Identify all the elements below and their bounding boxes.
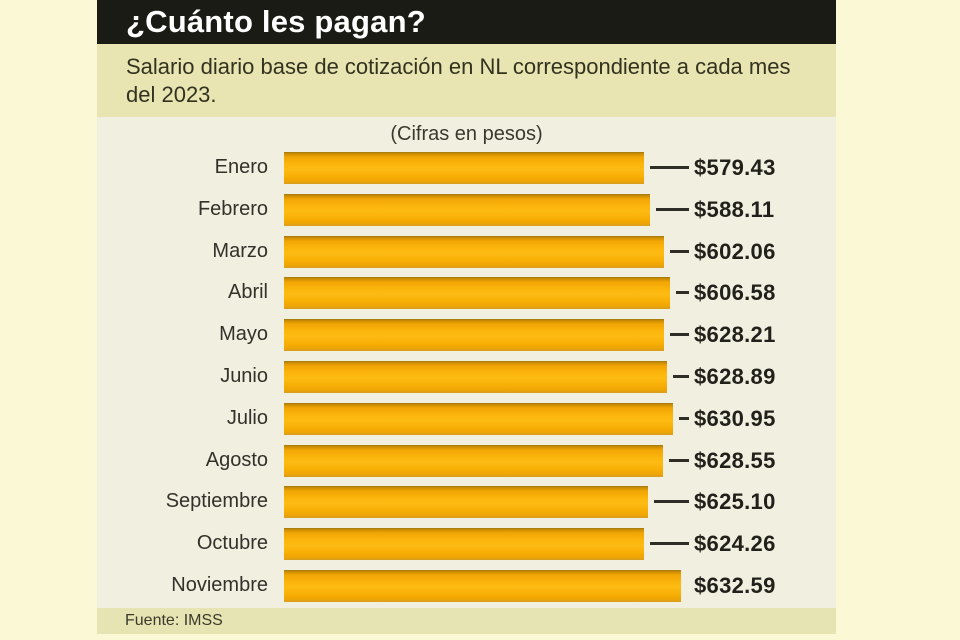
bar <box>284 277 670 310</box>
value-label: $628.89 <box>694 363 776 389</box>
bar <box>284 193 650 226</box>
month-label: Octubre <box>196 532 268 555</box>
source-label: Fuente: IMSS <box>125 612 223 629</box>
connector-line <box>654 500 689 504</box>
month-label: Agosto <box>205 448 268 471</box>
month-label: Septiembre <box>165 490 268 513</box>
connector-line <box>676 291 689 295</box>
bar <box>284 444 663 477</box>
value-label: $602.06 <box>694 238 776 264</box>
connector-line <box>679 416 689 420</box>
chart-row: Agosto $628.55 <box>97 440 836 482</box>
value-label: $606.58 <box>694 280 776 306</box>
bar <box>284 360 667 393</box>
connector-line <box>670 249 689 253</box>
connector-line <box>673 374 689 378</box>
chart-row: Mayo $628.21 <box>97 314 836 356</box>
value-label: $588.11 <box>694 196 775 222</box>
connector-line <box>650 542 689 546</box>
bar <box>284 319 664 352</box>
chart-row: Septiembre $625.10 <box>97 481 836 523</box>
bar <box>284 152 644 184</box>
bar-chart: (Cifras en pesos) Enero $579.43 Febrero … <box>97 117 836 608</box>
connector-line <box>670 333 689 337</box>
chart-row: Julio $630.95 <box>97 398 836 440</box>
bar <box>284 569 681 602</box>
value-label: $628.21 <box>694 322 776 348</box>
month-label: Marzo <box>212 239 268 262</box>
month-label: Noviembre <box>171 573 268 596</box>
month-label: Enero <box>214 156 268 178</box>
chart-row: Octubre $624.26 <box>97 523 836 565</box>
connector-line <box>656 207 689 211</box>
chart-row: Noviembre $632.59 <box>97 565 836 607</box>
month-label: Abril <box>227 281 268 304</box>
value-label: $630.95 <box>694 405 776 431</box>
bar <box>284 528 644 561</box>
bar <box>284 235 664 268</box>
units-note: (Cifras en pesos) <box>390 123 543 145</box>
page-title: ¿Cuánto les pagan? <box>126 4 426 39</box>
chart-row: Junio $628.89 <box>97 356 836 398</box>
value-label: $624.26 <box>694 531 776 557</box>
chart-row: Febrero $588.11 <box>97 189 836 231</box>
month-label: Junio <box>220 364 268 387</box>
bar <box>284 402 673 435</box>
subtitle-block: Salario diario base de cotización en NL … <box>97 44 836 117</box>
chart-row: Enero $579.43 <box>97 147 836 189</box>
connector-line <box>669 458 689 462</box>
chart-subtitle: Salario diario base de cotización en NL … <box>126 54 791 107</box>
month-label: Julio <box>226 406 268 429</box>
connector-line <box>650 166 689 169</box>
title-bar: ¿Cuánto les pagan? <box>97 0 836 44</box>
infographic-panel: ¿Cuánto les pagan? Salario diario base d… <box>97 0 836 640</box>
value-label: $625.10 <box>694 489 776 515</box>
value-label: $628.55 <box>694 447 776 473</box>
chart-rows: Enero $579.43 Febrero $588.11 Marzo $602… <box>97 147 836 607</box>
value-label: $579.43 <box>694 155 776 180</box>
bar <box>284 486 648 519</box>
source-bar: Fuente: IMSS <box>97 608 836 634</box>
month-label: Mayo <box>219 323 268 346</box>
chart-row: Marzo $602.06 <box>97 231 836 273</box>
value-label: $632.59 <box>694 572 776 598</box>
chart-row: Abril $606.58 <box>97 272 836 314</box>
month-label: Febrero <box>197 197 268 220</box>
